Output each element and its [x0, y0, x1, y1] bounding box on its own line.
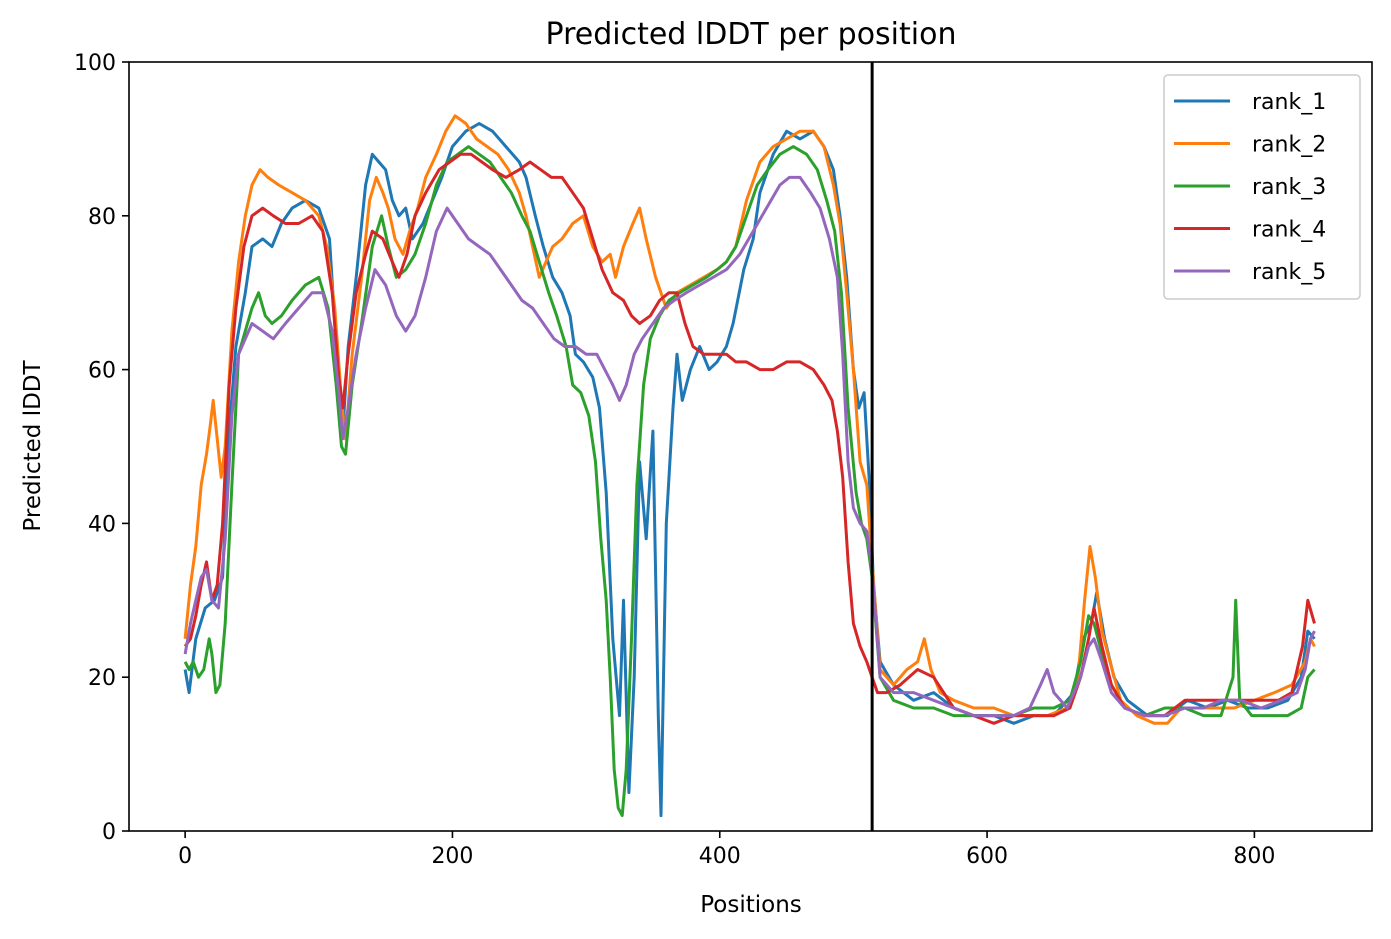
legend-label-rank-3: rank_3 — [1252, 175, 1326, 200]
x-axis-label: Positions — [700, 892, 802, 918]
x-tick-label-400: 400 — [699, 844, 741, 869]
legend-box — [1163, 74, 1361, 300]
y-tick-label-40: 40 — [88, 512, 116, 537]
y-tick-label-60: 60 — [88, 359, 116, 384]
series-layer — [183, 62, 1316, 831]
chart-title: Predicted lDDT per position — [546, 17, 957, 52]
legend: rank_1 rank_2 rank_3 rank_4 rank_5 — [1163, 74, 1361, 300]
legend-label-rank-5: rank_5 — [1252, 260, 1326, 285]
series-line-rank-3 — [183, 145, 1316, 818]
x-tick-label-0: 0 — [178, 844, 192, 869]
y-tick-label-100: 100 — [74, 51, 116, 76]
y-tick-label-0: 0 — [102, 820, 116, 845]
series-line-rank-1 — [183, 122, 1316, 818]
x-tick-label-600: 600 — [966, 844, 1008, 869]
y-tick-label-80: 80 — [88, 205, 116, 230]
x-tick-label-800: 800 — [1233, 844, 1275, 869]
legend-label-rank-4: rank_4 — [1252, 218, 1326, 243]
legend-label-rank-1: rank_1 — [1252, 90, 1326, 115]
axes-layer: 0 200 400 600 800 0 20 40 60 80 100 — [74, 51, 1275, 869]
y-axis-label: Predicted lDDT — [20, 359, 46, 531]
plot-frame — [128, 61, 1373, 832]
x-tick-label-200: 200 — [431, 844, 473, 869]
y-tick-label-20: 20 — [88, 666, 116, 691]
legend-label-rank-2: rank_2 — [1252, 133, 1326, 158]
series-line-rank-5 — [183, 175, 1316, 718]
